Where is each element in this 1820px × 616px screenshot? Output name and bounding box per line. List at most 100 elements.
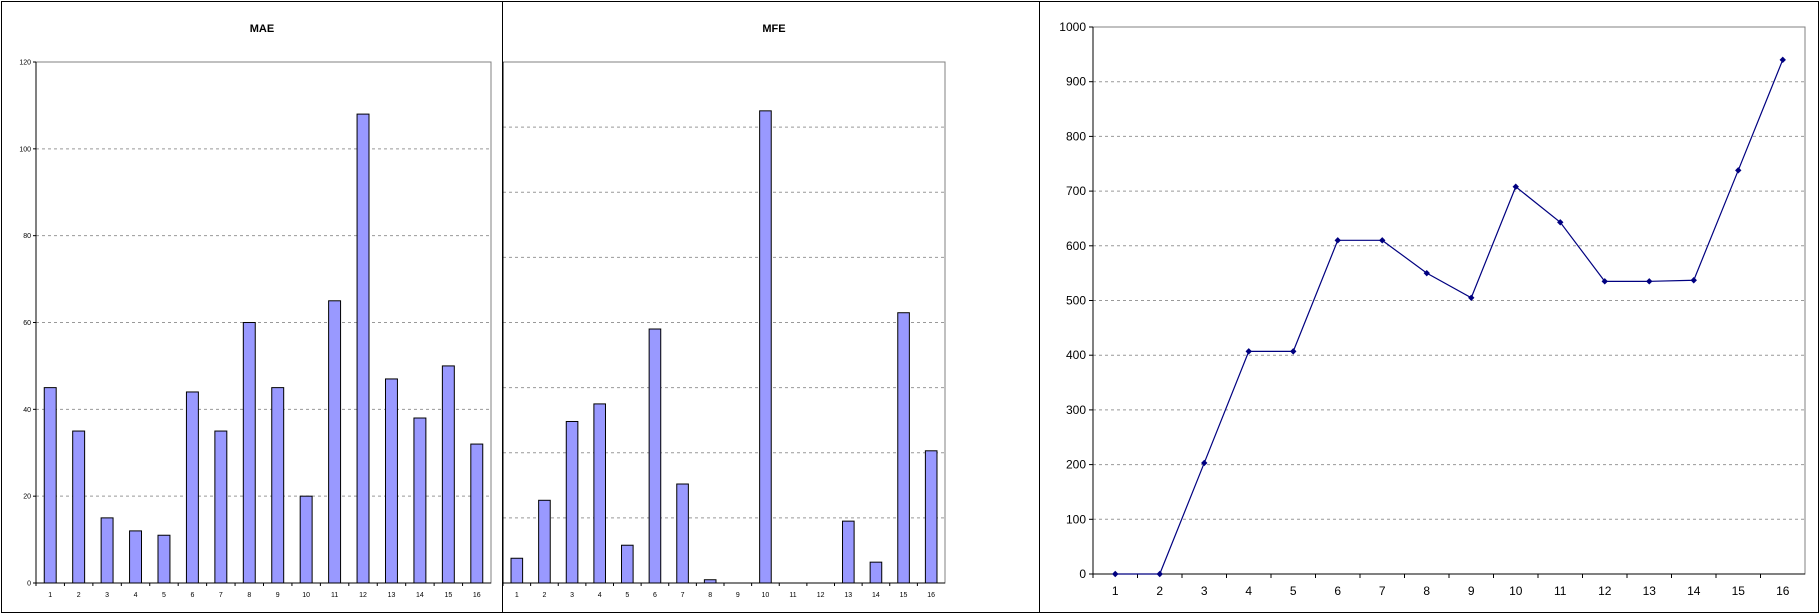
data-point xyxy=(1557,219,1564,226)
data-point xyxy=(1423,269,1430,277)
y-tick-label: 200 xyxy=(1066,458,1086,472)
x-tick-label: 7 xyxy=(219,592,223,599)
data-point xyxy=(1245,348,1252,355)
x-tick-label: 5 xyxy=(162,592,166,599)
y-tick-label: 400 xyxy=(1066,348,1086,362)
x-tick-label: 2 xyxy=(542,592,546,599)
bar xyxy=(185,391,199,584)
x-tick-label: 8 xyxy=(708,592,712,599)
bar xyxy=(510,557,524,584)
x-tick-label: 16 xyxy=(1776,584,1790,598)
x-tick-label: 9 xyxy=(736,592,740,599)
y-tick-label: 100 xyxy=(19,146,31,153)
x-tick-label: 9 xyxy=(276,592,280,599)
mae-chart-panel: MAE 0 20 40 60 80 100 120 1 2 3 4 5 6 7 8 9 10 11 12 13 14 15 1… xyxy=(1,1,503,613)
data-point xyxy=(1646,278,1653,285)
bar xyxy=(621,544,634,584)
x-tick-label: 5 xyxy=(625,592,629,599)
x-tick-label: 12 xyxy=(359,592,367,599)
x-tick-label: 12 xyxy=(817,592,825,599)
x-tick-label: 15 xyxy=(900,592,908,599)
bar xyxy=(441,365,455,584)
x-tick-label: 2 xyxy=(77,592,81,599)
y-tick-label: 80 xyxy=(23,233,31,240)
bar xyxy=(924,450,938,584)
y-tick-label: 20 xyxy=(23,494,31,501)
x-tick-label: 6 xyxy=(1334,584,1341,598)
x-tick-label: 8 xyxy=(247,592,251,599)
data-point xyxy=(1201,459,1208,467)
x-tick-label: 15 xyxy=(444,592,452,599)
x-tick-label: 4 xyxy=(598,592,602,599)
bar xyxy=(157,534,171,584)
bar xyxy=(100,517,114,584)
bar xyxy=(242,322,256,584)
bar xyxy=(869,561,883,584)
y-tick-label: 600 xyxy=(1066,239,1086,253)
chart-title: MFE xyxy=(762,23,785,35)
x-tick-label: 10 xyxy=(302,592,310,599)
data-point xyxy=(1690,277,1697,284)
y-tick-label: 120 xyxy=(19,60,31,67)
x-tick-label: 11 xyxy=(1554,584,1567,598)
y-tick-label: 100 xyxy=(1066,512,1086,526)
x-tick-label: 3 xyxy=(105,592,109,599)
bar xyxy=(842,520,855,584)
bar xyxy=(648,328,662,584)
x-tick-label: 4 xyxy=(1245,584,1252,598)
data-point xyxy=(1379,237,1386,244)
bar xyxy=(214,430,228,584)
bar xyxy=(593,403,606,584)
data-point xyxy=(1334,237,1341,244)
bar xyxy=(271,387,285,584)
y-tick-label: 300 xyxy=(1066,403,1086,417)
bar xyxy=(759,110,772,584)
bar xyxy=(43,387,57,584)
x-tick-label: 3 xyxy=(1201,584,1208,598)
bar xyxy=(703,579,717,584)
data-point xyxy=(1779,56,1786,64)
x-tick-label: 1 xyxy=(1112,584,1119,598)
x-tick-label: 13 xyxy=(388,592,396,599)
x-tick-label: 1 xyxy=(515,592,519,599)
y-tick-label: 60 xyxy=(23,320,31,327)
data-point xyxy=(1290,348,1297,355)
x-tick-label: 14 xyxy=(872,592,880,599)
x-tick-label: 6 xyxy=(190,592,194,599)
bar xyxy=(384,378,398,584)
equity-line-chart-panel: 0 100 200 300 400 500 600 700 800 900 1000 1 2 3 4 5 6 7 8… xyxy=(1039,1,1819,613)
x-tick-label: 3 xyxy=(570,592,574,599)
data-point xyxy=(1735,167,1742,174)
x-tick-label: 7 xyxy=(681,592,685,599)
y-tick-label: 500 xyxy=(1066,294,1086,308)
x-tick-label: 12 xyxy=(1598,584,1612,598)
y-tick-label: 0 xyxy=(27,581,31,588)
chart-title: MAE xyxy=(250,23,274,35)
x-tick-label: 13 xyxy=(1643,584,1657,598)
data-point xyxy=(1512,183,1519,190)
x-tick-label: 11 xyxy=(331,592,338,599)
bar xyxy=(565,420,579,584)
data-point xyxy=(1468,294,1475,301)
bar xyxy=(538,499,551,584)
bar xyxy=(413,417,427,584)
x-tick-label: 14 xyxy=(416,592,424,599)
x-tick-label: 8 xyxy=(1423,584,1430,598)
bar xyxy=(72,430,86,584)
bar xyxy=(299,495,313,584)
data-point xyxy=(1112,570,1119,578)
y-tick-label: 1000 xyxy=(1059,20,1086,34)
x-tick-label: 11 xyxy=(789,592,796,599)
y-tick-label: 0 xyxy=(1079,567,1086,581)
bar xyxy=(470,443,484,584)
mfe-chart: MFE0100200300400500600700800123456789101… xyxy=(503,23,946,599)
data-point xyxy=(1601,278,1608,285)
x-tick-label: 15 xyxy=(1732,584,1746,598)
x-tick-label: 5 xyxy=(1290,584,1297,598)
x-tick-label: 7 xyxy=(1379,584,1386,598)
y-tick-label: 900 xyxy=(1066,75,1086,89)
y-tick-label: 800 xyxy=(1066,129,1086,143)
x-tick-label: 10 xyxy=(762,592,770,599)
